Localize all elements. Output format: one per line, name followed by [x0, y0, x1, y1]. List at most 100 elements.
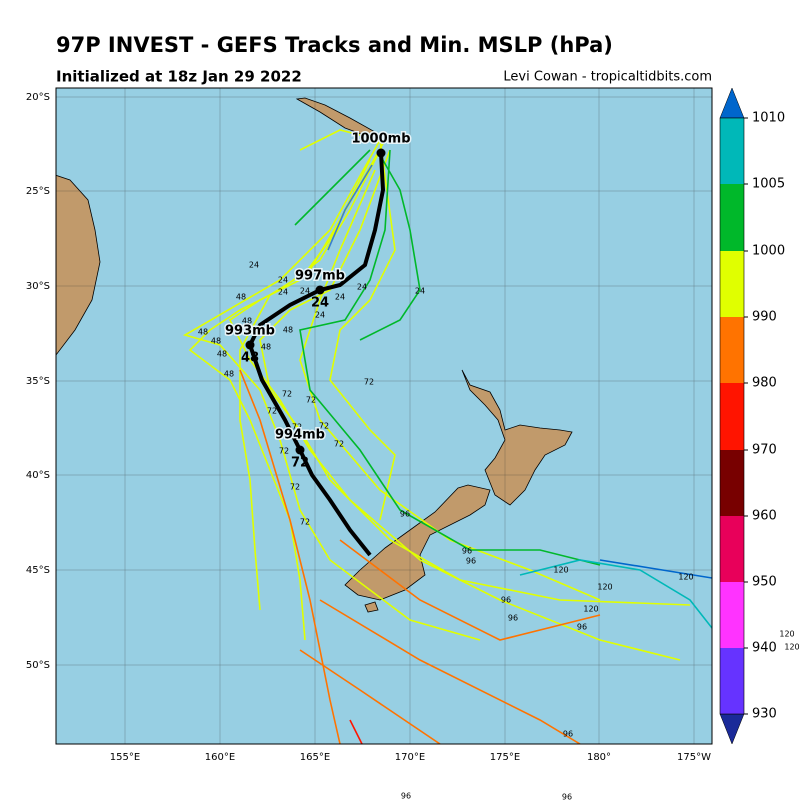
- pressure-label: 994mb: [275, 428, 325, 443]
- hour-label: 72: [319, 422, 329, 431]
- hour-label: 48: [211, 337, 221, 346]
- lon-label: 180°: [587, 752, 611, 763]
- hour-label: 120: [779, 630, 794, 639]
- track-point: [295, 445, 305, 455]
- hour-label: 96: [466, 557, 476, 566]
- cb-segment: [720, 450, 744, 516]
- track-point: [245, 340, 255, 350]
- hour-label: 72: [282, 390, 292, 399]
- hour-label: 96: [563, 730, 573, 739]
- hour-label: 48: [242, 317, 252, 326]
- lat-label: 20°S: [26, 92, 50, 103]
- cb-segment: [720, 582, 744, 648]
- hour-label: 48: [224, 370, 234, 379]
- hour-label: 96: [577, 623, 587, 632]
- lat-label: 35°S: [26, 376, 50, 387]
- pressure-label: 1000mb: [351, 132, 410, 147]
- hour-label: 48: [198, 328, 208, 337]
- hour-label: 72: [364, 378, 374, 387]
- hour-label: 120: [597, 583, 612, 592]
- hour-label: 72: [291, 456, 309, 471]
- lon-label: 170°E: [395, 752, 425, 763]
- hour-label: 24: [315, 311, 325, 320]
- cb-label: 980: [752, 376, 777, 391]
- hour-label: 24: [278, 276, 288, 285]
- hour-label: 72: [267, 407, 277, 416]
- cb-frame: [719, 117, 745, 715]
- cb-label: 970: [752, 443, 777, 458]
- lon-label: 175°E: [490, 752, 520, 763]
- lon-label: 175°W: [677, 752, 711, 763]
- cb-high: [719, 87, 745, 119]
- ocean: [56, 88, 712, 744]
- cb-label: 960: [752, 509, 777, 524]
- lon-label: 165°E: [300, 752, 330, 763]
- cb-label: 950: [752, 575, 777, 590]
- hour-label: 24: [278, 288, 288, 297]
- hour-label: 120: [784, 643, 799, 652]
- hour-label: 120: [553, 566, 568, 575]
- track-point: [376, 148, 386, 158]
- cb-label: 940: [752, 641, 777, 656]
- hour-label: 24: [415, 287, 425, 296]
- hour-label: 72: [279, 447, 289, 456]
- ensemble-tracks: [182, 129, 712, 744]
- cb-label: 1000: [752, 244, 785, 259]
- cb-segment: [720, 317, 744, 383]
- hour-label-extra: 96: [401, 792, 411, 800]
- hour-label: 96: [508, 614, 518, 623]
- hour-label: 96: [462, 547, 472, 556]
- graticule: [56, 88, 712, 744]
- hour-label: 48: [217, 350, 227, 359]
- frame: [55, 87, 713, 745]
- hour-label: 24: [311, 296, 329, 311]
- pressure-label: 993mb: [225, 324, 275, 339]
- hour-label: 24: [300, 287, 310, 296]
- hour-label: 72: [292, 423, 302, 432]
- hour-label: 48: [283, 326, 293, 335]
- cb-segment: [720, 118, 744, 184]
- title: 97P INVEST - GEFS Tracks and Min. MSLP (…: [56, 33, 613, 57]
- cb-label: 1005: [752, 177, 785, 192]
- mean-track: [247, 152, 386, 557]
- pressure-label: 997mb: [295, 269, 345, 284]
- hour-label: 48: [241, 351, 259, 366]
- track-point: [315, 285, 325, 295]
- cb-label: 990: [752, 310, 777, 325]
- lat-label: 50°S: [26, 660, 50, 671]
- colorbar: 930 940 950 960 970 980 990 1000 1005 1010: [719, 87, 785, 745]
- cb-segment: [720, 516, 744, 582]
- hour-label: 72: [290, 483, 300, 492]
- hour-label: 72: [334, 440, 344, 449]
- lat-label: 40°S: [26, 470, 50, 481]
- hour-label: 24: [357, 283, 367, 292]
- cb-segment: [720, 184, 744, 251]
- hour-label: 48: [261, 343, 271, 352]
- hour-label: 72: [306, 396, 316, 405]
- hour-label: 24: [249, 261, 259, 270]
- hour-label-extra: 96: [562, 793, 572, 800]
- hour-label: 48: [236, 293, 246, 302]
- hour-label: 24: [335, 293, 345, 302]
- lat-label: 45°S: [26, 565, 50, 576]
- hour-label: 120: [678, 573, 693, 582]
- cb-segment: [720, 383, 744, 450]
- hour-label: 72: [300, 518, 310, 527]
- cb-low: [719, 713, 745, 745]
- lat-label: 30°S: [26, 281, 50, 292]
- cb-label: 930: [752, 707, 777, 722]
- hour-label: 120: [583, 605, 598, 614]
- subtitle: Initialized at 18z Jan 29 2022: [56, 68, 302, 86]
- credit: Levi Cowan - tropicaltidbits.com: [503, 70, 712, 85]
- cb-segment: [720, 648, 744, 714]
- lon-label: 155°E: [110, 752, 140, 763]
- cb-segment: [720, 251, 744, 317]
- cb-label: 1010: [752, 111, 785, 126]
- lat-label: 25°S: [26, 186, 50, 197]
- hour-label: 96: [400, 510, 410, 519]
- lon-label: 160°E: [205, 752, 235, 763]
